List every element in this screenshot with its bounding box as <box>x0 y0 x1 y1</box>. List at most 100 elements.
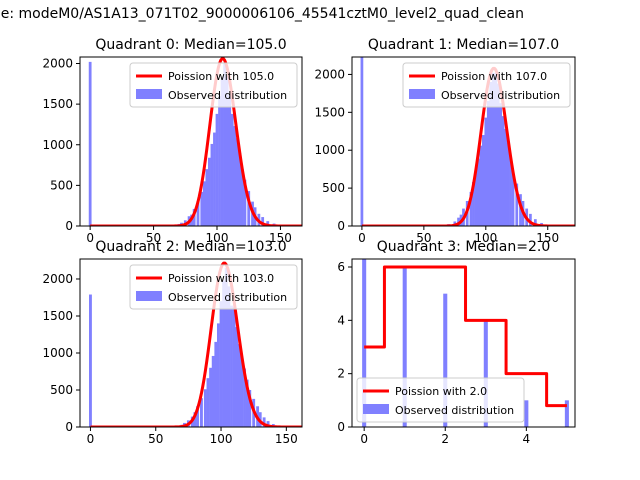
histogram-bar <box>529 213 532 226</box>
plot-area <box>360 57 575 226</box>
histogram-bar <box>504 128 507 226</box>
histogram-bar <box>443 293 448 427</box>
histogram-bar <box>200 398 203 427</box>
legend-box <box>129 264 298 310</box>
figure-suptitle: a file: modeM0/AS1A13_071T02_9000006106_… <box>0 6 524 22</box>
histogram-bar <box>203 389 207 427</box>
y-tick-label: 500 <box>322 181 345 195</box>
x-tick-label: 100 <box>474 231 497 245</box>
histogram-bar <box>196 201 200 226</box>
histogram-bar <box>511 172 515 226</box>
y-tick-label: 4 <box>337 313 345 327</box>
histogram-bar <box>230 113 234 226</box>
poisson-line <box>90 261 302 427</box>
histogram-bar <box>216 323 220 427</box>
histogram-bar <box>515 183 519 226</box>
histogram-bar <box>479 145 483 226</box>
x-tick-label: 0 <box>358 231 366 245</box>
histogram-bar <box>213 132 216 226</box>
histogram-bar <box>491 72 495 226</box>
legend-bar-swatch <box>136 291 162 301</box>
histogram-bar <box>227 286 231 427</box>
histogram-bar <box>262 417 266 427</box>
x-tick-label: 150 <box>275 432 298 446</box>
histogram-bar <box>266 421 270 427</box>
histogram-bar <box>219 301 223 427</box>
legend-label: Observed distribution <box>395 404 514 417</box>
plot-area <box>89 261 302 427</box>
x-tick-label: 0 <box>360 432 368 446</box>
histogram-bar <box>214 341 218 427</box>
subplot-title: Quadrant 3: Median=2.0 <box>377 239 551 255</box>
histogram-bar <box>215 113 219 226</box>
histogram-bar <box>519 194 522 226</box>
plot-area <box>88 57 302 226</box>
x-tick-label: 4 <box>523 432 531 446</box>
y-tick-label: 0 <box>337 219 345 233</box>
x-tick-label: 50 <box>148 432 163 446</box>
legend-bar-swatch <box>136 89 162 99</box>
histogram-bar <box>220 77 224 226</box>
histogram-bar <box>469 191 473 226</box>
histogram-bar <box>211 355 215 427</box>
subplot-1: Quadrant 1: Median=107.00 50 100 1500500100… <box>314 37 576 245</box>
histogram-bar <box>237 344 241 427</box>
y-tick-label: 2 <box>337 367 345 381</box>
histogram-bar <box>484 117 488 226</box>
y-tick-label: 0 <box>337 420 345 434</box>
axes-frame <box>79 258 303 428</box>
histogram-bar <box>486 100 490 226</box>
legend-label: Poission with 107.0 <box>441 70 547 83</box>
y-tick-label: 1000 <box>314 143 345 157</box>
axes-frame <box>351 258 576 428</box>
histogram-bar <box>235 327 239 427</box>
subplot-0: Quadrant 0: Median=105.00 50 100 1500500100… <box>42 37 303 245</box>
histogram-bar <box>474 171 478 226</box>
legend-label: Observed distribution <box>168 291 287 304</box>
histogram-bar <box>481 135 485 226</box>
y-tick-label: 0 <box>65 420 73 434</box>
histogram-bar <box>206 378 210 427</box>
histogram-bar <box>509 157 512 226</box>
histogram-bar <box>192 208 196 226</box>
y-tick-label: 1500 <box>42 97 73 111</box>
histogram-bar <box>233 126 237 226</box>
histogram-bar <box>266 221 270 226</box>
legend-bar-swatch <box>409 89 435 99</box>
histogram-bar <box>496 83 500 226</box>
histogram-bar <box>225 75 229 226</box>
histogram-bar <box>564 400 569 427</box>
histogram-bar <box>483 320 488 427</box>
histogram-bar <box>489 82 493 226</box>
x-tick-label: 50 <box>146 231 161 245</box>
histogram-bar <box>232 307 236 427</box>
histogram-bar <box>202 181 206 226</box>
histogram-bar <box>209 367 213 427</box>
y-tick-label: 500 <box>50 383 73 397</box>
poisson-line <box>361 66 575 226</box>
histogram-bar <box>243 368 246 427</box>
histogram-bar <box>88 61 92 226</box>
subplot-title: Quadrant 2: Median=103.0 <box>95 239 286 255</box>
y-tick-label: 500 <box>50 178 73 192</box>
legend-box <box>402 62 571 108</box>
y-tick-label: 1000 <box>42 138 73 152</box>
legend-box <box>356 377 525 423</box>
legend: Poission with 103.0 Observed distribution <box>129 264 298 310</box>
histogram-bar <box>360 57 364 226</box>
subplot-title: Quadrant 1: Median=107.0 <box>368 37 559 53</box>
poisson-line <box>89 57 302 226</box>
legend: Poission with 2.0 Observed distribution <box>356 377 525 423</box>
histogram-bar <box>196 406 199 427</box>
histogram-bar <box>218 96 221 226</box>
histogram-bar <box>506 142 510 226</box>
subplot-2: Quadrant 2: Median=103.00 50 100 1500500100… <box>42 239 303 446</box>
plot-area <box>362 259 569 427</box>
histogram-bar <box>223 63 227 226</box>
histogram-bar <box>230 305 233 427</box>
legend: Poission with 107.0 Observed distribution <box>402 62 571 108</box>
legend: Poission with 105.0 Observed distribution <box>129 62 298 108</box>
x-tick-label: 0 <box>87 432 95 446</box>
y-tick-label: 1500 <box>42 309 73 323</box>
